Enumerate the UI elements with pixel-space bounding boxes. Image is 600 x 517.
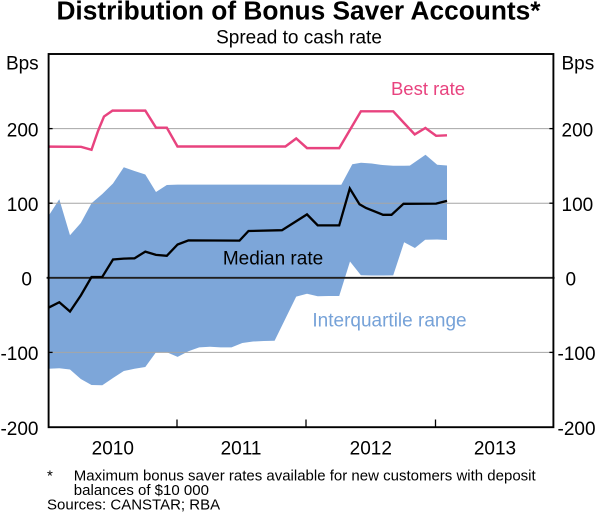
svg-text:2012: 2012 xyxy=(350,439,392,460)
svg-text:200: 200 xyxy=(7,120,39,141)
svg-text:-100: -100 xyxy=(0,344,38,365)
svg-text:Spread to cash rate: Spread to cash rate xyxy=(216,28,382,49)
svg-text:2013: 2013 xyxy=(474,439,516,460)
svg-text:0: 0 xyxy=(566,270,577,291)
svg-text:*: * xyxy=(47,468,53,485)
svg-text:balances of $10 000: balances of $10 000 xyxy=(74,482,209,499)
svg-text:-200: -200 xyxy=(0,419,38,440)
svg-text:Median rate: Median rate xyxy=(223,249,323,270)
svg-text:2011: 2011 xyxy=(221,439,262,460)
svg-text:Sources: CANSTAR; RBA: Sources: CANSTAR; RBA xyxy=(47,497,220,514)
svg-text:100: 100 xyxy=(7,195,39,216)
svg-text:2010: 2010 xyxy=(92,439,134,460)
svg-text:Distribution of Bonus Saver Ac: Distribution of Bonus Saver Accounts* xyxy=(56,0,541,26)
svg-text:Bps: Bps xyxy=(6,54,39,75)
svg-text:Maximum bonus saver rates avai: Maximum bonus saver rates available for … xyxy=(74,468,537,485)
svg-text:Bps: Bps xyxy=(562,54,595,75)
svg-text:Interquartile range: Interquartile range xyxy=(312,310,466,331)
svg-text:-100: -100 xyxy=(558,344,596,365)
svg-text:-200: -200 xyxy=(558,419,596,440)
svg-text:0: 0 xyxy=(21,270,32,291)
svg-text:200: 200 xyxy=(562,120,594,141)
svg-text:Best rate: Best rate xyxy=(391,78,465,99)
svg-text:100: 100 xyxy=(562,195,594,216)
